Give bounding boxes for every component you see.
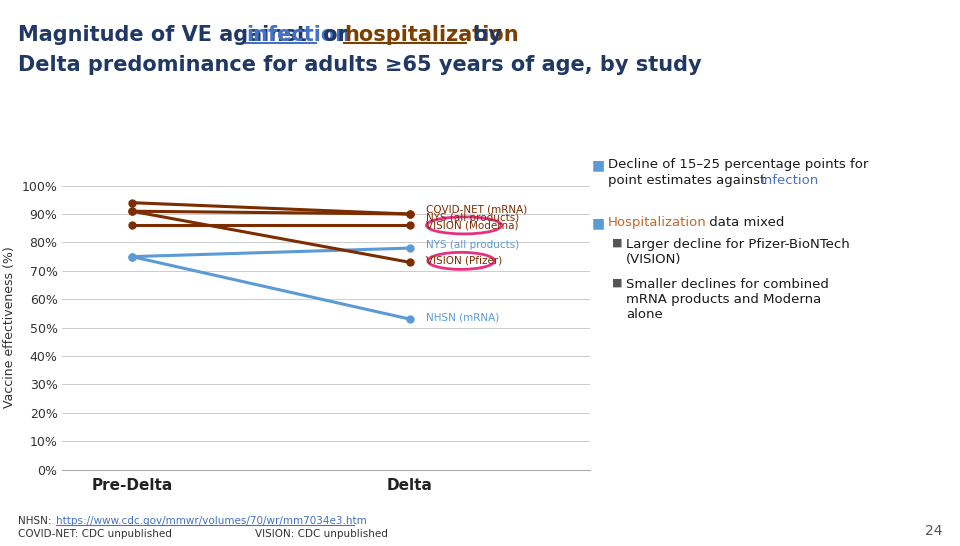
Text: data mixed: data mixed xyxy=(705,216,784,229)
Text: Delta predominance for adults ≥65 years of age, by study: Delta predominance for adults ≥65 years … xyxy=(18,55,702,75)
Text: ■: ■ xyxy=(612,278,622,288)
Text: COVID-NET: CDC unpublished: COVID-NET: CDC unpublished xyxy=(18,529,172,539)
Text: NYS (all products): NYS (all products) xyxy=(426,240,519,250)
Text: infection: infection xyxy=(246,25,350,45)
Text: Smaller declines for combined
mRNA products and Moderna
alone: Smaller declines for combined mRNA produ… xyxy=(626,278,828,321)
Text: Magnitude of VE against: Magnitude of VE against xyxy=(18,25,314,45)
Text: Hospitalization: Hospitalization xyxy=(608,216,707,229)
Y-axis label: Vaccine effectiveness (%): Vaccine effectiveness (%) xyxy=(3,247,16,408)
Text: VISION (Moderna): VISION (Moderna) xyxy=(426,221,519,230)
Text: infection: infection xyxy=(761,174,819,187)
Text: NYS (all products): NYS (all products) xyxy=(426,213,519,223)
Text: NHSN:: NHSN: xyxy=(18,516,55,526)
Text: point estimates against: point estimates against xyxy=(608,174,770,187)
Text: NHSN (mRNA): NHSN (mRNA) xyxy=(426,313,500,323)
Text: Decline of 15–25 percentage points for: Decline of 15–25 percentage points for xyxy=(608,158,869,171)
Text: VISION (Pfizer): VISION (Pfizer) xyxy=(426,256,503,266)
Text: ■: ■ xyxy=(612,238,622,248)
Text: hospitalization: hospitalization xyxy=(344,25,518,45)
Text: COVID-NET (mRNA): COVID-NET (mRNA) xyxy=(426,205,528,215)
Text: https://www.cdc.gov/mmwr/volumes/70/wr/mm7034e3.htm: https://www.cdc.gov/mmwr/volumes/70/wr/m… xyxy=(56,516,367,526)
Text: ■: ■ xyxy=(592,216,605,230)
Text: by: by xyxy=(466,25,502,45)
Text: 24: 24 xyxy=(925,524,943,538)
Text: ■: ■ xyxy=(592,158,605,172)
Text: Larger decline for Pfizer-BioNTech
(VISION): Larger decline for Pfizer-BioNTech (VISI… xyxy=(626,238,850,266)
Text: or: or xyxy=(316,25,355,45)
Text: VISION: CDC unpublished: VISION: CDC unpublished xyxy=(255,529,388,539)
